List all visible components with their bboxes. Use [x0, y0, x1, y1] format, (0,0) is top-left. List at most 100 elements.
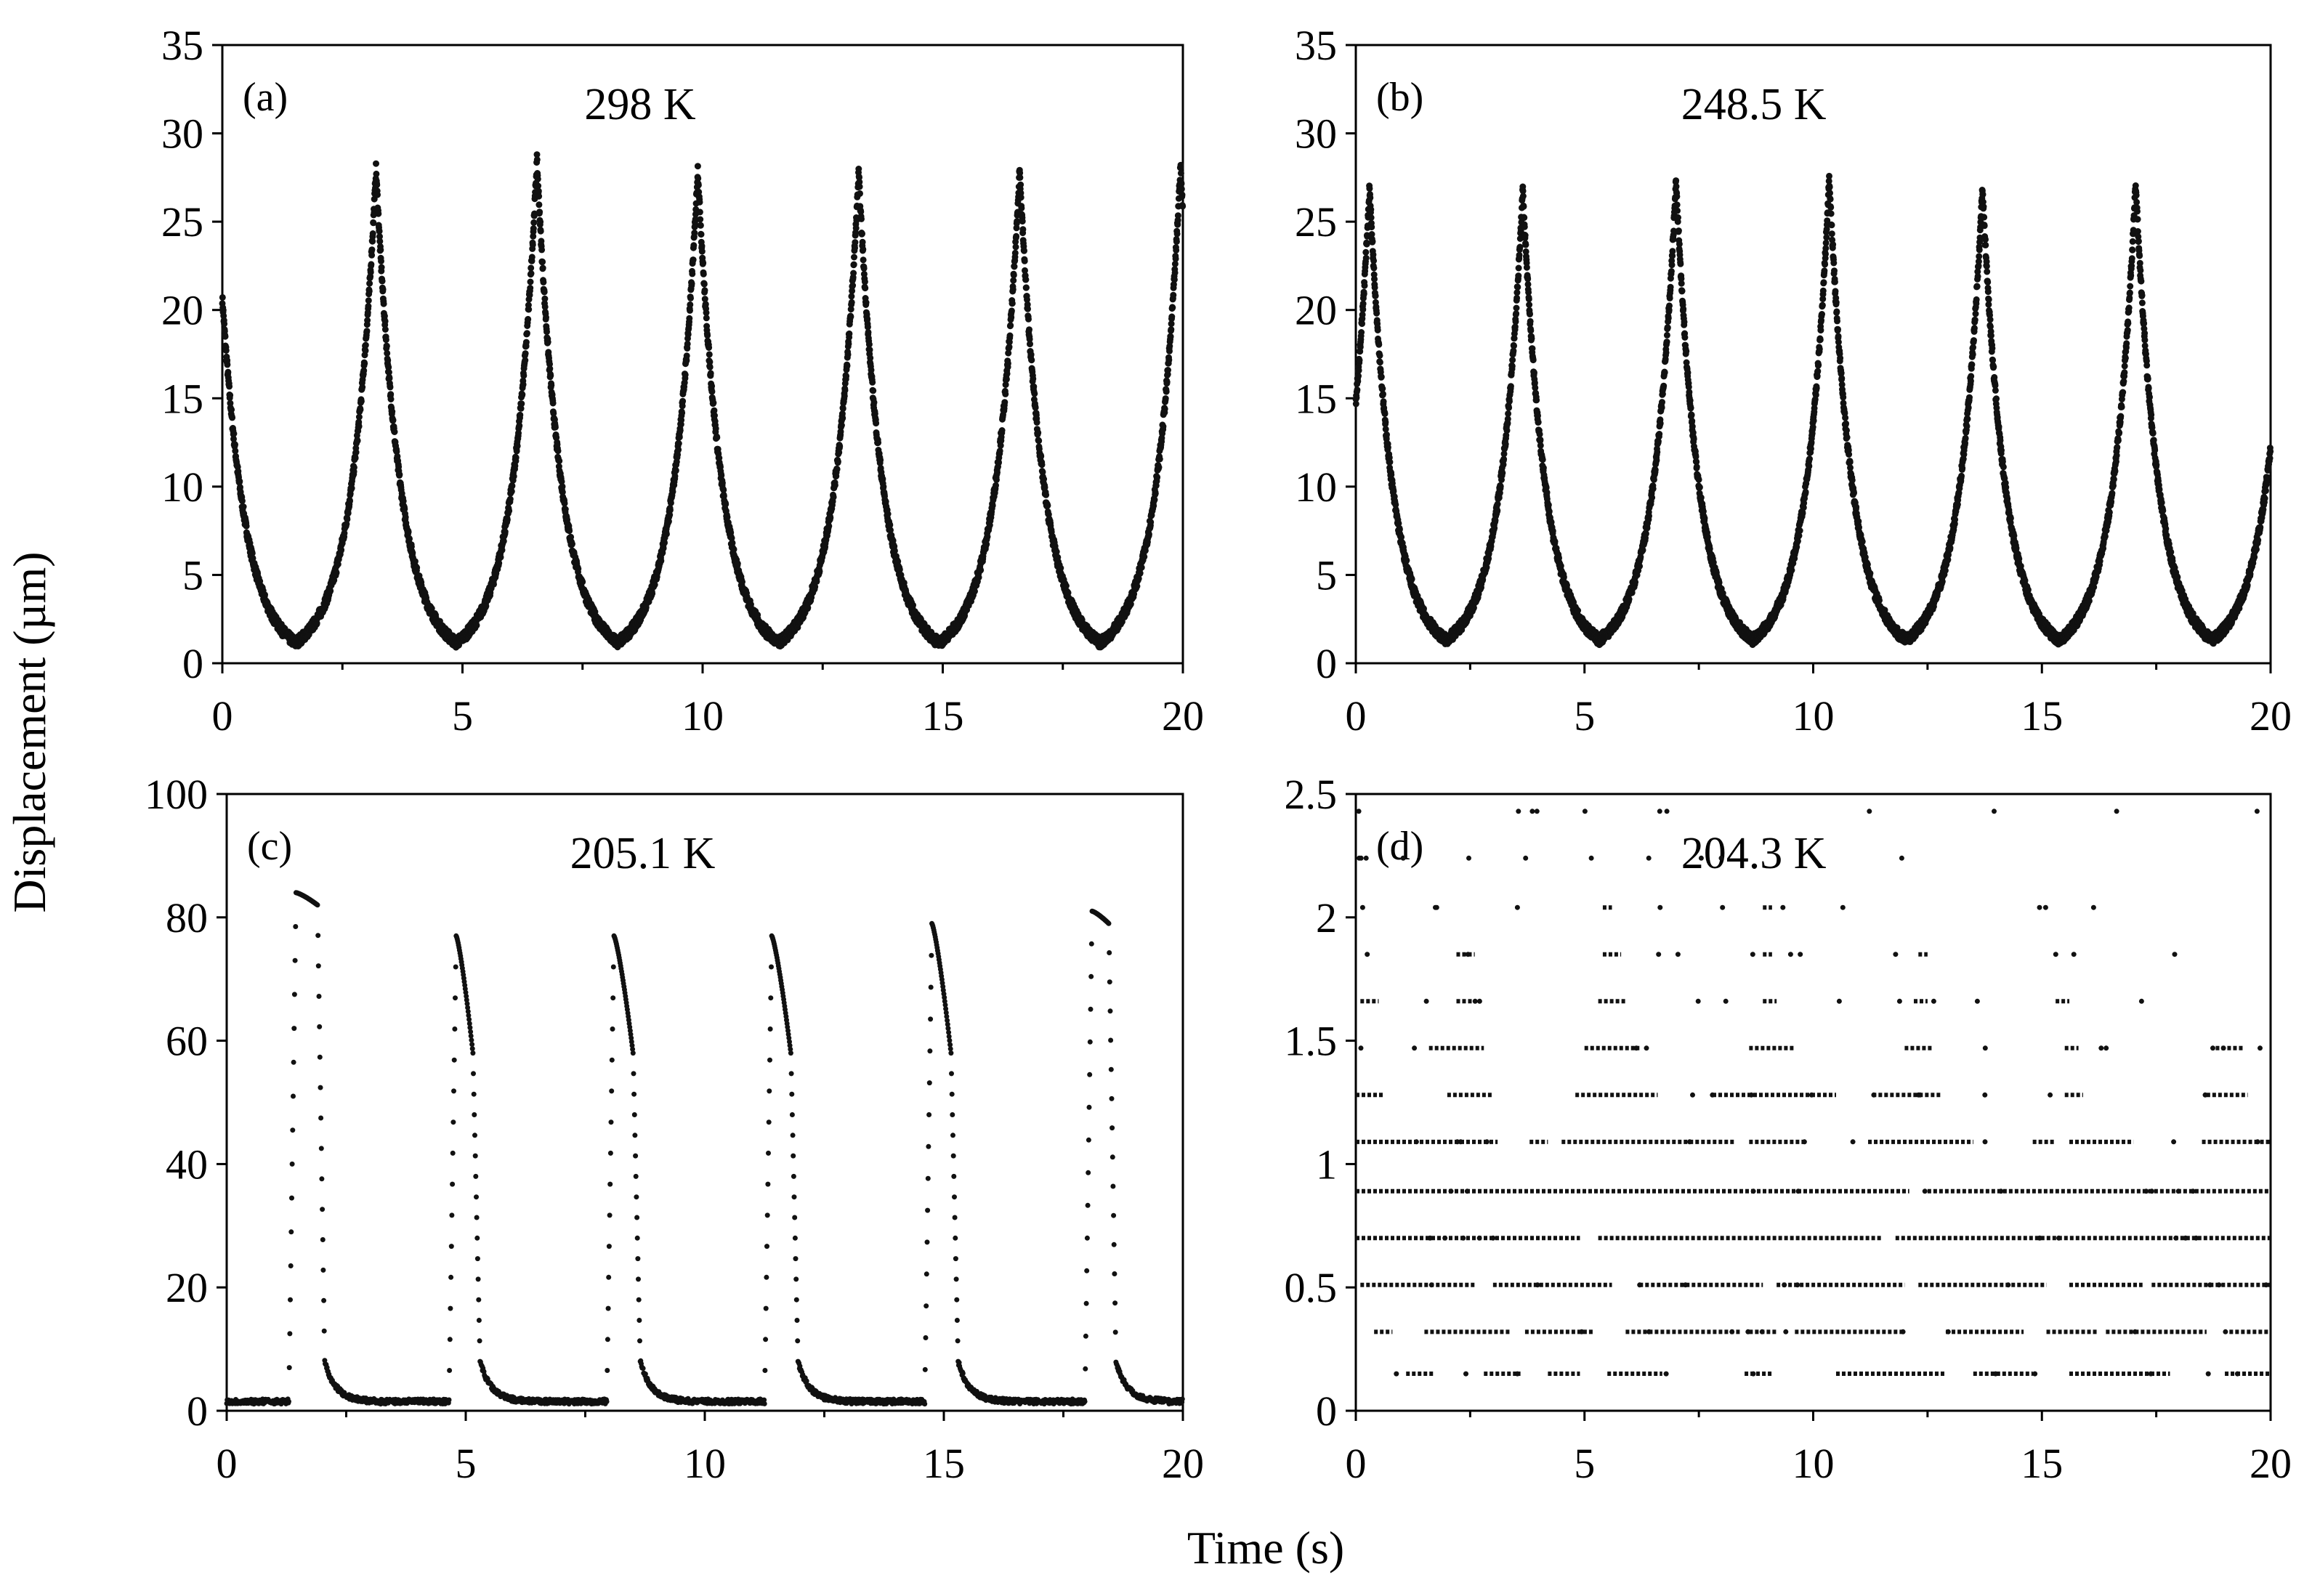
data-point: [344, 516, 351, 523]
data-point: [984, 533, 991, 540]
data-point: [1368, 224, 1375, 231]
data-point: [689, 270, 696, 278]
data-point: [1521, 214, 1528, 222]
data-point: [1033, 418, 1040, 426]
data-point: [373, 160, 379, 167]
data-point: [380, 300, 387, 307]
data-point: [1165, 357, 1173, 364]
data-point: [1533, 397, 1540, 404]
data-point: [1375, 341, 1383, 348]
data-point: [730, 546, 737, 553]
data-point: [686, 315, 693, 322]
data-point: [683, 352, 690, 360]
data-point: [1001, 399, 1009, 406]
data-point: [1019, 226, 1027, 233]
data-point: [344, 510, 352, 517]
data-point: [687, 307, 693, 314]
data-point: [1354, 386, 1361, 394]
data-point: [1514, 283, 1521, 291]
data-point: [1017, 194, 1024, 201]
y-tick-label: 10: [161, 463, 203, 511]
data-point: [870, 387, 877, 394]
data-point: [525, 315, 532, 323]
data-point: [1551, 538, 1559, 545]
data-point: [687, 294, 694, 301]
data-point: [1519, 193, 1527, 200]
data-point: [1172, 255, 1179, 262]
data-point: [1173, 238, 1180, 246]
data-point: [1527, 311, 1533, 317]
data-point: [221, 320, 228, 328]
data-point: [1535, 412, 1541, 419]
data-point: [219, 307, 227, 314]
data-point: [376, 227, 383, 235]
data-point: [510, 473, 517, 480]
data-point: [844, 362, 851, 369]
data-point: [541, 295, 549, 302]
data-point: [551, 424, 559, 431]
data-point: [710, 400, 717, 406]
data-point: [708, 388, 716, 395]
data-point: [827, 514, 834, 522]
data-point: [672, 467, 679, 474]
data-point: [368, 246, 376, 254]
data-point: [696, 208, 703, 216]
data-point: [569, 540, 575, 548]
x-tick-label: 5: [1574, 692, 1595, 740]
data-point: [1017, 181, 1024, 188]
data-point: [522, 357, 529, 364]
data-point: [1155, 463, 1163, 471]
data-point: [1016, 174, 1024, 181]
data-point: [1358, 329, 1365, 336]
data-point: [1499, 469, 1506, 477]
data-point: [1168, 313, 1176, 320]
y-tick-label: 5: [182, 551, 203, 599]
data-point: [1523, 264, 1530, 271]
y-tick-label: 15: [1295, 375, 1337, 422]
data-point: [1549, 527, 1556, 535]
data-point: [696, 198, 703, 206]
data-point: [830, 493, 837, 501]
data-point: [1529, 345, 1536, 352]
data-point: [870, 399, 878, 406]
data-point: [860, 246, 867, 253]
data-point: [376, 238, 384, 245]
data-point: [406, 535, 413, 543]
data-point: [1521, 232, 1529, 239]
data-point: [694, 163, 701, 170]
data-point: [700, 270, 707, 278]
data-point: [706, 363, 714, 370]
data-point: [856, 183, 863, 190]
data-point: [547, 372, 554, 379]
data-point: [379, 278, 386, 285]
data-point: [669, 488, 676, 495]
data-point: [501, 528, 509, 535]
data-point: [910, 601, 916, 609]
data-point: [365, 288, 373, 295]
data-point: [1367, 206, 1375, 213]
data-point: [1002, 390, 1009, 397]
data-point: [1373, 309, 1381, 317]
x-tick-label: 15: [2021, 692, 2063, 740]
data-point: [1163, 388, 1170, 395]
data-point: [352, 455, 359, 462]
x-tick-label: 0: [1346, 692, 1367, 740]
data-point: [497, 554, 504, 561]
data-point: [841, 386, 849, 394]
data-point: [1420, 605, 1427, 612]
data-point: [544, 339, 551, 346]
data-point: [846, 330, 853, 337]
data-point: [363, 328, 371, 335]
data-point: [860, 256, 867, 264]
y-tick-label: 35: [1295, 22, 1337, 69]
data-point: [1179, 191, 1186, 198]
data-point: [355, 423, 363, 430]
data-point: [405, 528, 412, 535]
data-point: [535, 193, 543, 200]
data-point: [262, 591, 268, 599]
data-point: [362, 341, 369, 349]
data-point: [225, 368, 232, 376]
data-point: [1505, 404, 1513, 411]
data-point: [1361, 282, 1368, 289]
